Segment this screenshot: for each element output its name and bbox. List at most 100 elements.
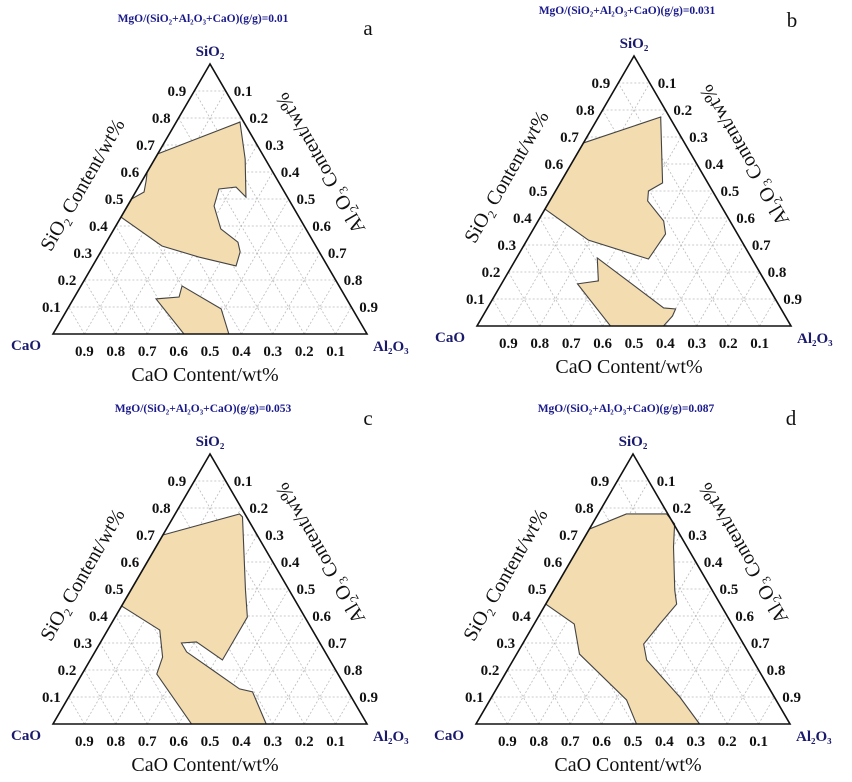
left-tick-label: 0.7 bbox=[560, 130, 579, 146]
grid-line bbox=[539, 217, 603, 327]
bottom-tick-label: 0.1 bbox=[750, 336, 769, 352]
bottom-tick-label: 0.2 bbox=[295, 734, 314, 750]
right-tick-label: 0.6 bbox=[312, 219, 331, 235]
bottom-axis-title: CaO Content/wt% bbox=[131, 364, 278, 386]
left-tick-label: 0.2 bbox=[481, 663, 500, 679]
grid-line bbox=[507, 669, 540, 725]
left-axis-title: SiO₂ Content/wt% bbox=[459, 505, 552, 645]
grid-line bbox=[727, 271, 760, 327]
left-tick-label: 0.1 bbox=[42, 690, 61, 706]
right-tick-label: 0.1 bbox=[658, 76, 677, 92]
left-tick-label: 0.8 bbox=[152, 501, 171, 517]
right-tick-label: 0.5 bbox=[720, 582, 739, 598]
left-axis-title: SiO₂ Content/wt% bbox=[36, 505, 129, 645]
bottom-tick-label: 0.9 bbox=[75, 734, 94, 750]
left-tick-label: 0.9 bbox=[591, 474, 610, 490]
left-axis-title: SiO₂ Content/wt% bbox=[460, 107, 553, 247]
grid-line bbox=[522, 642, 571, 725]
ternary-chart-d: MgO/(SiO₂+Al₂O₃+CaO)(g/g)=0.087 d SiO₂ CaO A… bbox=[434, 403, 832, 776]
bottom-tick-label: 0.2 bbox=[295, 344, 314, 360]
left-tick-label: 0.7 bbox=[136, 138, 155, 154]
grid-line bbox=[726, 669, 759, 725]
vertex-label-sio2: SiO₂ bbox=[620, 36, 649, 52]
bottom-tick-label: 0.4 bbox=[232, 734, 251, 750]
left-tick-label: 0.5 bbox=[105, 192, 124, 208]
chart-title: MgO/(SiO₂+Al₂O₃+CaO)(g/g)=0.053 bbox=[115, 403, 292, 415]
right-tick-label: 0.2 bbox=[249, 501, 268, 517]
vertex-label-sio2: SiO₂ bbox=[196, 434, 225, 450]
panel-label: b bbox=[787, 8, 798, 32]
left-tick-label: 0.8 bbox=[152, 111, 171, 127]
right-tick-label: 0.9 bbox=[359, 300, 378, 316]
left-tick-label: 0.6 bbox=[120, 165, 139, 181]
bottom-tick-label: 0.6 bbox=[592, 734, 611, 750]
vertex-label-cao: CaO bbox=[11, 338, 41, 354]
grid-line bbox=[193, 90, 336, 335]
ternary-chart-b: MgO/(SiO₂+Al₂O₃+CaO)(g/g)=0.031 b SiO₂ CaO A… bbox=[435, 5, 833, 378]
right-tick-label: 0.2 bbox=[673, 103, 692, 119]
right-tick-label: 0.8 bbox=[344, 273, 363, 289]
bottom-tick-label: 0.8 bbox=[106, 734, 125, 750]
right-tick-label: 0.3 bbox=[689, 130, 708, 146]
left-tick-label: 0.1 bbox=[466, 292, 485, 308]
left-tick-label: 0.8 bbox=[575, 501, 594, 517]
bottom-tick-label: 0.5 bbox=[625, 336, 644, 352]
left-tick-label: 0.8 bbox=[576, 103, 595, 119]
right-tick-label: 0.9 bbox=[783, 292, 802, 308]
bottom-tick-label: 0.4 bbox=[656, 336, 675, 352]
right-tick-label: 0.5 bbox=[297, 582, 316, 598]
left-tick-label: 0.6 bbox=[544, 157, 563, 173]
left-tick-label: 0.3 bbox=[73, 636, 92, 652]
bottom-tick-label: 0.7 bbox=[561, 734, 580, 750]
triangle-frame bbox=[474, 452, 792, 725]
right-tick-label: 0.3 bbox=[265, 528, 284, 544]
right-tick-label: 0.4 bbox=[281, 555, 300, 571]
bottom-tick-label: 0.9 bbox=[498, 734, 517, 750]
vertex-label-al2o3: Al₂O₃ bbox=[797, 331, 833, 347]
ternary-chart-a: MgO/(SiO₂+Al₂O₃+CaO)(g/g)=0.01 a SiO₂ CaO Al… bbox=[11, 13, 409, 386]
left-tick-label: 0.5 bbox=[105, 582, 124, 598]
right-tick-label: 0.7 bbox=[752, 238, 771, 254]
right-tick-label: 0.1 bbox=[234, 474, 253, 490]
grid-line bbox=[695, 642, 744, 725]
vertex-label-cao: CaO bbox=[11, 728, 41, 744]
right-tick-label: 0.3 bbox=[265, 138, 284, 154]
grid-line bbox=[616, 480, 759, 725]
right-tick-label: 0.6 bbox=[736, 211, 755, 227]
bottom-tick-label: 0.3 bbox=[686, 734, 705, 750]
right-tick-label: 0.5 bbox=[297, 192, 316, 208]
grid-line bbox=[617, 82, 760, 327]
left-tick-label: 0.4 bbox=[512, 609, 531, 625]
grid-line bbox=[99, 642, 148, 725]
region-1 bbox=[544, 116, 667, 260]
bottom-tick-label: 0.1 bbox=[749, 734, 768, 750]
grid-line bbox=[538, 615, 602, 725]
left-tick-label: 0.9 bbox=[168, 474, 187, 490]
grid-line bbox=[303, 279, 336, 335]
bottom-tick-label: 0.4 bbox=[232, 344, 251, 360]
bottom-tick-label: 0.9 bbox=[75, 344, 94, 360]
bottom-tick-label: 0.3 bbox=[263, 734, 282, 750]
bottom-tick-label: 0.1 bbox=[326, 344, 345, 360]
bottom-tick-label: 0.6 bbox=[169, 344, 188, 360]
grid-line bbox=[303, 669, 336, 725]
left-tick-label: 0.3 bbox=[496, 636, 515, 652]
right-tick-label: 0.4 bbox=[281, 165, 300, 181]
left-tick-label: 0.5 bbox=[529, 184, 548, 200]
grid-line bbox=[492, 298, 509, 327]
grid-line bbox=[115, 615, 179, 725]
bottom-tick-label: 0.3 bbox=[687, 336, 706, 352]
vertex-label-al2o3: Al₂O₃ bbox=[373, 729, 409, 745]
vertex-label-al2o3: Al₂O₃ bbox=[796, 729, 832, 745]
right-tick-label: 0.1 bbox=[657, 474, 676, 490]
ternary-chart-c: MgO/(SiO₂+Al₂O₃+CaO)(g/g)=0.053 c SiO₂ CaO A… bbox=[11, 403, 409, 776]
right-tick-label: 0.4 bbox=[704, 555, 723, 571]
region-1 bbox=[120, 513, 268, 725]
grid-line bbox=[335, 306, 352, 335]
bottom-axis-title: CaO Content/wt% bbox=[554, 754, 701, 776]
panel-label: c bbox=[363, 406, 372, 430]
grid-line bbox=[696, 244, 745, 327]
grid-line bbox=[115, 225, 179, 335]
right-tick-label: 0.7 bbox=[328, 246, 347, 262]
